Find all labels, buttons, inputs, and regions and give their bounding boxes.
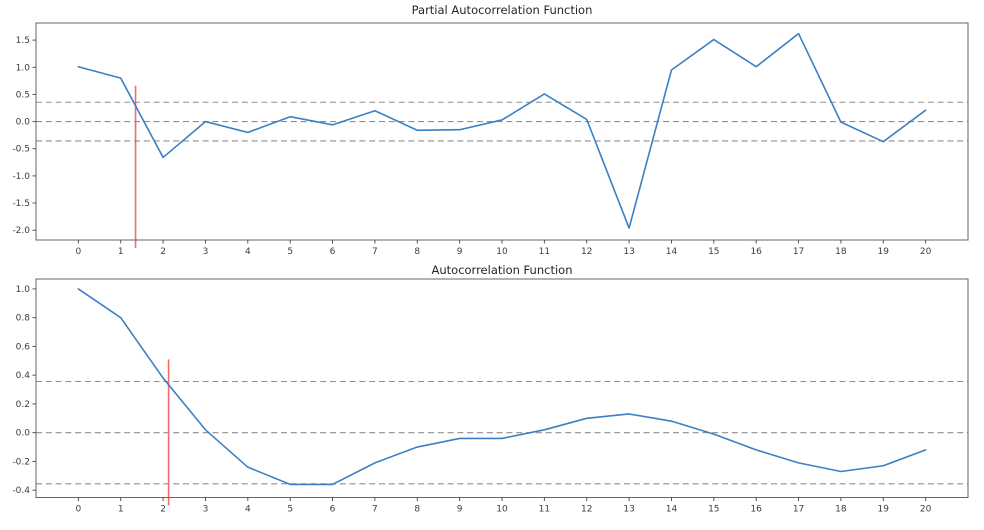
- acf-x-tick-label: 8: [414, 505, 420, 515]
- acf-x-tick-label: 13: [623, 505, 634, 515]
- acf-x-tick-label: 11: [539, 505, 550, 515]
- pacf-x-tick-label: 20: [920, 247, 932, 257]
- pacf-plot-frame: [35, 22, 969, 241]
- acf-x-tick-label: 5: [287, 505, 293, 515]
- acf-y-tick-label: 0.4: [16, 371, 31, 381]
- pacf-x-tick-label: 6: [330, 247, 336, 257]
- pacf-series-line: [77, 32, 927, 229]
- pacf-y-tick-label: -0.5: [12, 145, 30, 155]
- pacf-x-tick-label: 11: [539, 247, 550, 257]
- acf-chart-title: Autocorrelation Function: [431, 263, 573, 277]
- pacf-x-tick-label: 14: [666, 247, 678, 257]
- pacf-x-tick-label: 1: [118, 247, 124, 257]
- acf-y-tick-label: -0.4: [12, 486, 30, 496]
- pacf-x-tick-label: 4: [245, 247, 251, 257]
- acf-x-tick-label: 9: [457, 505, 463, 515]
- acf-plot-frame: [35, 278, 969, 498]
- acf-x-tick-label: 1: [118, 505, 124, 515]
- pacf-x-tick-label: 16: [750, 247, 762, 257]
- pacf-x-tick-label: 17: [793, 247, 804, 257]
- pacf-x-tick-label: 19: [878, 247, 890, 257]
- acf-x-tick-label: 7: [372, 505, 378, 515]
- acf-x-tick-label: 15: [708, 505, 719, 515]
- acf-x-tick-label: 12: [581, 505, 592, 515]
- pacf-chart-title: Partial Autocorrelation Function: [411, 3, 593, 17]
- pacf-y-tick-label: -1.5: [12, 199, 30, 209]
- acf-x-tick-label: 10: [496, 505, 508, 515]
- acf-x-tick-label: 18: [835, 505, 847, 515]
- pacf-y-tick-label: -1.0: [12, 172, 30, 182]
- pacf-y-tick-label: 1.5: [16, 36, 30, 46]
- pacf-x-tick-label: 9: [457, 247, 463, 257]
- acf-x-tick-label: 17: [793, 505, 804, 515]
- acf-x-tick-label: 14: [666, 505, 678, 515]
- pacf-x-tick-label: 18: [835, 247, 847, 257]
- pacf-x-tick-label: 12: [581, 247, 592, 257]
- acf-x-tick-label: 4: [245, 505, 251, 515]
- acf-x-tick-label: 19: [878, 505, 890, 515]
- pacf-x-tick-label: 3: [203, 247, 209, 257]
- pacf-x-tick-label: 5: [287, 247, 293, 257]
- pacf-y-tick-label: 1.0: [16, 63, 31, 73]
- acf-x-tick-label: 0: [75, 505, 81, 515]
- acf-y-tick-label: -0.2: [12, 457, 30, 467]
- pacf-x-tick-label: 0: [75, 247, 81, 257]
- pacf-x-tick-label: 7: [372, 247, 378, 257]
- acf-y-tick-label: 1.0: [16, 285, 31, 295]
- acf-y-tick-label: 0.8: [16, 314, 31, 324]
- pacf-x-tick-label: 10: [496, 247, 508, 257]
- pacf-x-tick-label: 2: [160, 247, 166, 257]
- acf-x-tick-label: 3: [203, 505, 209, 515]
- pacf-x-tick-label: 8: [414, 247, 420, 257]
- pacf-y-tick-label: -2.0: [12, 226, 30, 236]
- acf-x-tick-label: 6: [330, 505, 336, 515]
- acf-x-tick-label: 20: [920, 505, 932, 515]
- pacf-y-tick-label: 0.0: [16, 118, 31, 128]
- acf-series-line: [77, 288, 927, 486]
- acf-y-tick-label: 0.0: [16, 429, 31, 439]
- acf-x-tick-label: 16: [750, 505, 762, 515]
- acf-y-tick-label: 0.2: [16, 400, 30, 410]
- pacf-x-tick-label: 13: [623, 247, 634, 257]
- acf-x-tick-label: 2: [160, 505, 166, 515]
- pacf-x-tick-label: 15: [708, 247, 719, 257]
- acf-y-tick-label: 0.6: [16, 342, 31, 352]
- pacf-y-tick-label: 0.5: [16, 90, 30, 100]
